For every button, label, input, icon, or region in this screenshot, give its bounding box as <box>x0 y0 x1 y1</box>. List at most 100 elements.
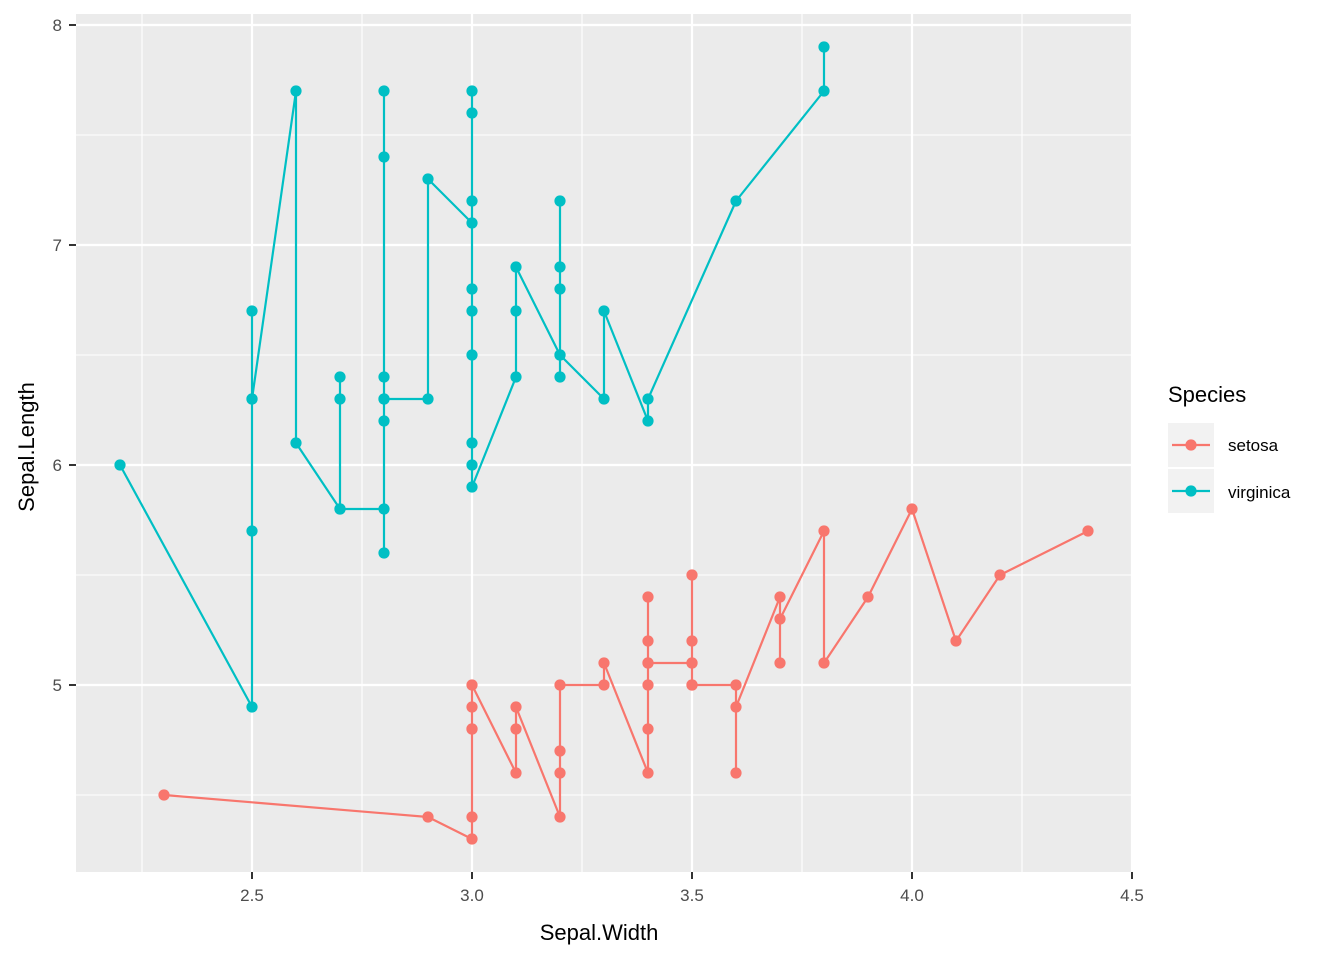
series-setosa <box>158 503 1094 845</box>
data-point-virginica <box>466 283 478 295</box>
data-point-virginica <box>378 415 390 427</box>
y-axis-ticks: 5 6 7 8 <box>53 16 76 695</box>
data-point-virginica <box>246 701 258 713</box>
data-point-virginica <box>510 261 522 273</box>
data-point-virginica <box>246 305 258 317</box>
data-point-setosa <box>862 591 874 603</box>
data-point-virginica <box>730 195 742 207</box>
data-point-virginica <box>554 349 566 361</box>
x-axis-title: Sepal.Width <box>540 920 659 945</box>
data-point-virginica <box>598 305 610 317</box>
data-point-setosa <box>642 591 654 603</box>
data-point-virginica <box>378 151 390 163</box>
data-point-setosa <box>598 657 610 669</box>
data-point-setosa <box>686 657 698 669</box>
data-point-virginica <box>466 217 478 229</box>
legend-label-setosa: setosa <box>1228 436 1279 455</box>
data-point-virginica <box>378 547 390 559</box>
legend-key-point-virginica <box>1185 485 1197 497</box>
legend-title: Species <box>1168 382 1246 407</box>
data-point-virginica <box>466 481 478 493</box>
data-point-setosa <box>818 525 830 537</box>
data-point-virginica <box>642 393 654 405</box>
data-point-virginica <box>290 85 302 97</box>
y-axis-title: Sepal.Length <box>14 382 39 512</box>
data-point-setosa <box>642 679 654 691</box>
data-point-virginica <box>378 85 390 97</box>
series-layer <box>114 41 1094 845</box>
data-point-setosa <box>554 745 566 757</box>
x-tick-label: 4.5 <box>1120 886 1144 905</box>
data-point-virginica <box>466 195 478 207</box>
data-point-setosa <box>554 767 566 779</box>
data-point-virginica <box>422 173 434 185</box>
data-point-setosa <box>642 635 654 647</box>
data-point-virginica <box>290 437 302 449</box>
data-point-virginica <box>378 371 390 383</box>
data-point-virginica <box>554 283 566 295</box>
data-point-setosa <box>554 811 566 823</box>
data-point-virginica <box>554 261 566 273</box>
data-point-setosa <box>642 767 654 779</box>
data-point-setosa <box>598 679 610 691</box>
data-point-setosa <box>818 657 830 669</box>
y-tick-label: 7 <box>53 236 62 255</box>
data-point-setosa <box>510 723 522 735</box>
x-tick-label: 2.5 <box>240 886 264 905</box>
x-tick-label: 4.0 <box>900 886 924 905</box>
data-point-virginica <box>334 371 346 383</box>
data-point-virginica <box>818 41 830 53</box>
data-point-setosa <box>950 635 962 647</box>
data-point-virginica <box>378 503 390 515</box>
data-point-virginica <box>334 393 346 405</box>
data-point-setosa <box>466 723 478 735</box>
data-point-virginica <box>554 195 566 207</box>
data-point-setosa <box>686 569 698 581</box>
legend-label-virginica: virginica <box>1228 483 1291 502</box>
data-point-setosa <box>686 635 698 647</box>
data-point-setosa <box>994 569 1006 581</box>
data-point-setosa <box>466 833 478 845</box>
plot-panel <box>76 14 1132 872</box>
series-virginica <box>114 41 830 713</box>
data-point-setosa <box>422 811 434 823</box>
data-point-virginica <box>642 415 654 427</box>
data-point-setosa <box>158 789 170 801</box>
data-point-virginica <box>114 459 126 471</box>
data-point-virginica <box>466 305 478 317</box>
data-point-setosa <box>774 657 786 669</box>
data-point-setosa <box>730 701 742 713</box>
legend: Species setosa virginica <box>1168 382 1291 513</box>
data-point-virginica <box>422 393 434 405</box>
data-point-setosa <box>510 701 522 713</box>
data-point-virginica <box>334 503 346 515</box>
data-point-setosa <box>774 591 786 603</box>
legend-key-point-setosa <box>1185 439 1197 451</box>
data-point-virginica <box>466 459 478 471</box>
data-point-setosa <box>1082 525 1094 537</box>
data-point-virginica <box>466 437 478 449</box>
data-point-setosa <box>730 767 742 779</box>
data-point-setosa <box>466 679 478 691</box>
y-tick-label: 6 <box>53 456 62 475</box>
series-line-setosa <box>163 507 1089 841</box>
series-line-virginica <box>119 47 826 709</box>
y-tick-label: 5 <box>53 676 62 695</box>
data-point-virginica <box>466 107 478 119</box>
x-axis-ticks: 2.5 3.0 3.5 4.0 4.5 <box>240 872 1144 905</box>
data-point-setosa <box>466 811 478 823</box>
x-tick-label: 3.5 <box>680 886 704 905</box>
data-point-virginica <box>598 393 610 405</box>
data-point-setosa <box>774 613 786 625</box>
y-tick-label: 8 <box>53 16 62 35</box>
x-tick-label: 3.0 <box>460 886 484 905</box>
data-point-virginica <box>466 349 478 361</box>
data-point-virginica <box>510 305 522 317</box>
data-point-setosa <box>730 679 742 691</box>
data-point-setosa <box>686 679 698 691</box>
data-point-setosa <box>906 503 918 515</box>
data-point-virginica <box>246 525 258 537</box>
data-point-virginica <box>818 85 830 97</box>
data-point-setosa <box>642 657 654 669</box>
